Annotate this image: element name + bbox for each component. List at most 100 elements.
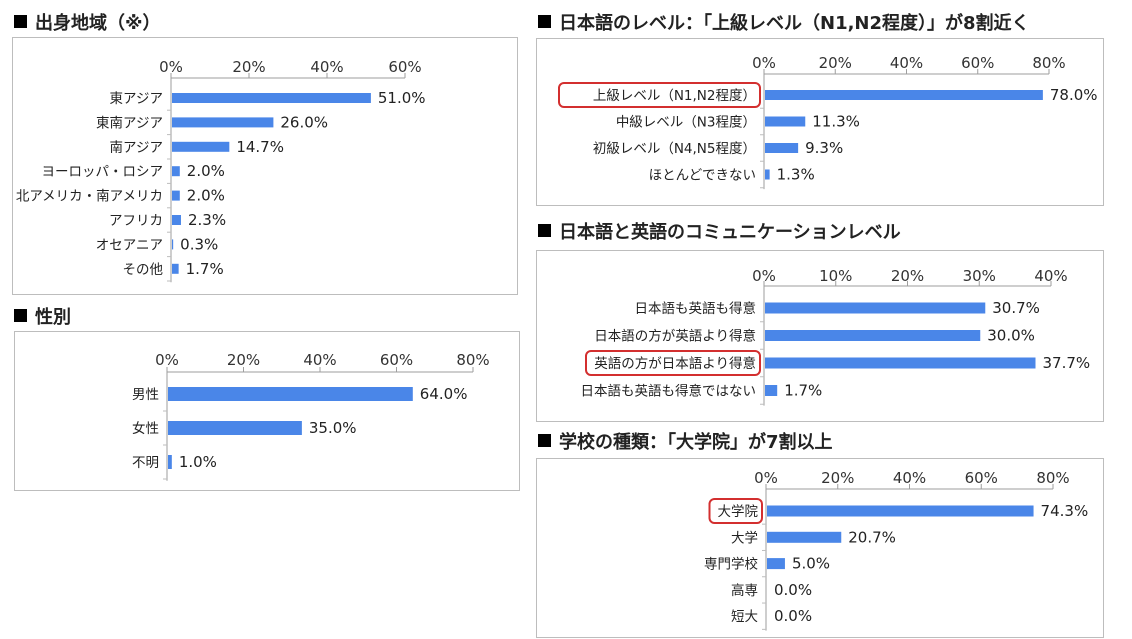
bar	[765, 90, 1043, 100]
value-label: 1.0%	[179, 453, 217, 471]
category-label: 男性	[132, 387, 159, 403]
tick-label: 80%	[1036, 469, 1069, 487]
category-label: 専門学校	[704, 556, 758, 573]
heading-school: 学校の種類：「大学院」が7割以上	[538, 428, 833, 454]
value-label: 64.0%	[420, 385, 468, 403]
chart-school: 0% 20% 40% 60% 80% 大学院 74.3% 大学 20.7% 専門学校 5.0% 高専 0…	[536, 458, 1104, 638]
value-label: 35.0%	[309, 419, 357, 437]
chart-origin: 0% 20% 40% 60% 東アジア 51.0% 東南アジア 26.0% 南アジア 14.7% ヨ…	[12, 37, 518, 295]
tick-label: 20%	[819, 54, 852, 72]
category-label: オセアニア	[96, 237, 163, 253]
heading-origin-text: 出身地域（※）	[35, 13, 161, 34]
tick-label: 30%	[963, 267, 996, 285]
bar	[765, 169, 770, 180]
tick-label: 80%	[456, 351, 489, 369]
chart-svg: 0% 20% 40% 60% 80% 男性 64.0% 女性 35.0% 不明 1.0%	[132, 351, 490, 481]
category-label: 東アジア	[110, 91, 163, 107]
square-bullet-icon	[538, 434, 551, 447]
heading-gender-text: 性別	[35, 307, 71, 328]
tick-label: 20%	[891, 267, 924, 285]
bar	[172, 239, 174, 250]
category-label: 初級レベル（N4,N5程度）	[593, 140, 756, 157]
bar	[172, 141, 230, 152]
bar	[767, 505, 1034, 517]
tick-label: 0%	[754, 469, 778, 487]
bar	[168, 455, 172, 469]
value-label: 51.0%	[378, 89, 426, 107]
chart-svg: 0% 20% 40% 60% 東アジア 51.0% 東南アジア 26.0% 南アジア 14.7% ヨ…	[16, 58, 426, 283]
tick-label: 60%	[380, 351, 413, 369]
value-label: 0.3%	[180, 235, 218, 253]
bar	[168, 387, 413, 401]
bar	[172, 93, 371, 103]
tick-label: 0%	[752, 54, 776, 72]
bar	[172, 190, 180, 201]
value-label: 2.3%	[188, 211, 226, 229]
tick-label: 40%	[310, 58, 343, 76]
value-label: 0.0%	[774, 607, 812, 625]
bar	[172, 117, 274, 128]
bar	[168, 421, 302, 435]
value-label: 5.0%	[792, 555, 830, 573]
value-label: 1.3%	[777, 166, 815, 184]
tick-label: 10%	[819, 267, 852, 285]
chart-svg: 0% 20% 40% 60% 80% 上級レベル（N1,N2程度） 78.0% 中級レベル（N…	[558, 54, 1098, 190]
category-label: 中級レベル（N3程度）	[616, 115, 756, 131]
value-label: 9.3%	[805, 139, 843, 157]
category-label: 日本語の方が英語より得意	[594, 328, 756, 345]
tick-label: 40%	[893, 469, 926, 487]
bar	[767, 531, 842, 543]
category-label: アフリカ	[109, 213, 163, 229]
category-label: 南アジア	[110, 140, 163, 156]
value-label: 78.0%	[1050, 86, 1098, 104]
heading-communication: 日本語と英語のコミュニケーションレベル	[538, 218, 901, 244]
category-label: ヨーロッパ・ロシア	[42, 164, 164, 180]
tick-label: 20%	[821, 469, 854, 487]
tick-label: 60%	[388, 58, 421, 76]
square-bullet-icon	[14, 309, 27, 322]
value-label: 11.3%	[812, 113, 860, 131]
tick-label: 60%	[965, 469, 998, 487]
category-label: 高専	[731, 582, 758, 599]
value-label: 30.0%	[987, 327, 1035, 345]
value-label: 2.0%	[187, 187, 225, 205]
tick-label: 80%	[1032, 54, 1065, 72]
tick-label: 20%	[227, 351, 260, 369]
bar	[172, 263, 179, 274]
chart-communication: 0% 10% 20% 30% 40% 日本語も英語も得意 30.7% 日本語の方が英語より得意…	[536, 250, 1104, 422]
square-bullet-icon	[538, 224, 551, 237]
tick-label: 0%	[752, 267, 776, 285]
category-label: 大学院	[718, 504, 759, 520]
value-label: 1.7%	[784, 382, 822, 400]
category-label: 日本語も英語も得意ではない	[581, 383, 757, 400]
bar	[765, 357, 1036, 369]
category-label: 英語の方が日本語より得意	[594, 355, 756, 372]
value-label: 26.0%	[280, 113, 328, 131]
tick-label: 40%	[303, 351, 336, 369]
category-label: 上級レベル（N1,N2程度）	[593, 88, 756, 104]
heading-communication-text: 日本語と英語のコミュニケーションレベル	[559, 222, 901, 243]
bar	[767, 558, 785, 570]
bar	[172, 215, 181, 225]
category-label: 日本語も英語も得意	[635, 300, 757, 317]
tick-label: 0%	[155, 351, 179, 369]
category-label: 北アメリカ・南アメリカ	[16, 189, 163, 205]
heading-gender: 性別	[14, 303, 71, 329]
category-label: その他	[123, 262, 164, 278]
heading-japanese-text: 日本語のレベル：「上級レベル（N1,N2程度）」が8割近く	[559, 13, 1030, 34]
value-label: 30.7%	[992, 299, 1040, 317]
tick-label: 40%	[1034, 267, 1067, 285]
highlight-box	[585, 350, 761, 376]
heading-origin: 出身地域（※）	[14, 9, 161, 35]
value-label: 14.7%	[236, 138, 284, 156]
highlight-box	[708, 498, 763, 524]
value-label: 37.7%	[1042, 354, 1090, 372]
value-label: 2.0%	[187, 162, 225, 180]
chart-gender: 0% 20% 40% 60% 80% 男性 64.0% 女性 35.0% 不明 1.0%	[14, 331, 520, 491]
bar	[765, 116, 806, 127]
tick-label: 20%	[232, 58, 265, 76]
value-label: 0.0%	[774, 581, 812, 599]
value-label: 20.7%	[848, 528, 896, 546]
category-label: 不明	[132, 455, 159, 471]
highlight-box	[558, 82, 761, 108]
